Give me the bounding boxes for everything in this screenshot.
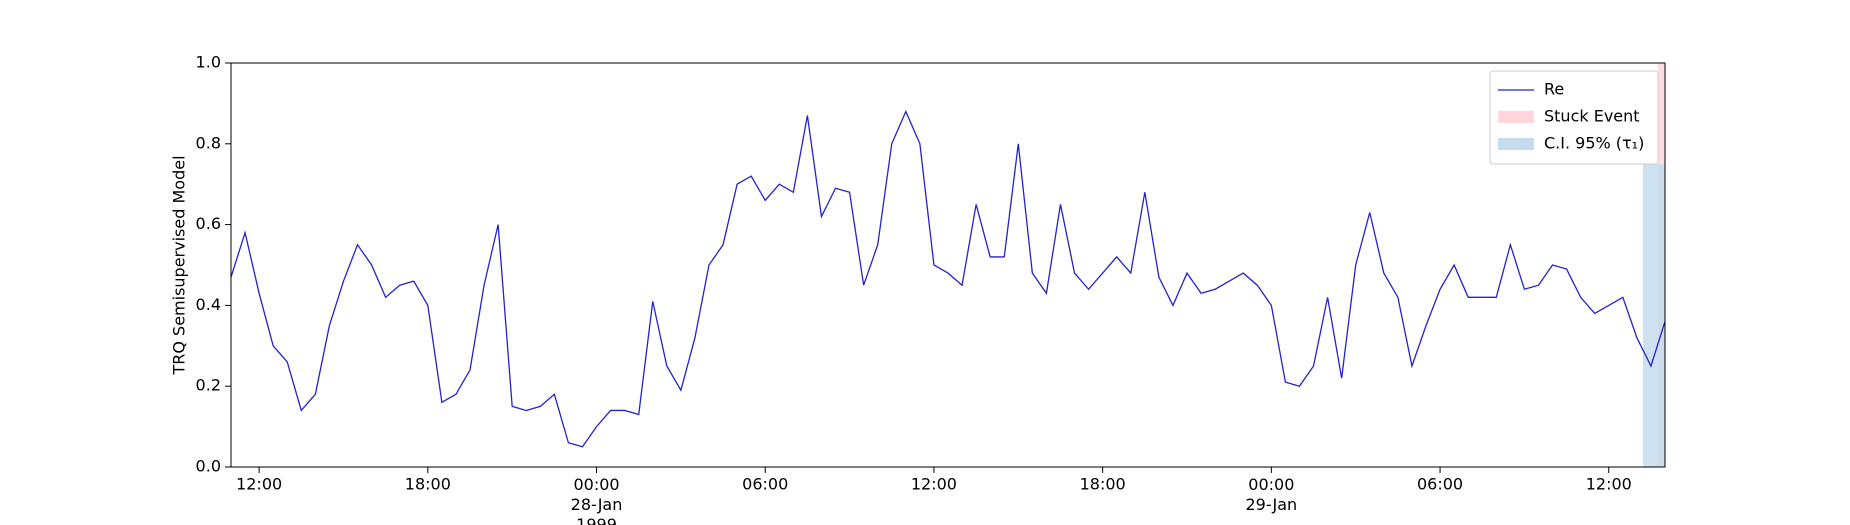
x-tick-label: 06:00 [1417, 475, 1463, 494]
y-tick-label: 0.4 [196, 295, 221, 314]
shaded-span [1642, 164, 1665, 467]
x-tick-label: 18:00 [1080, 475, 1126, 494]
y-tick-label: 0.0 [196, 457, 221, 476]
y-tick-label: 1.0 [196, 53, 221, 72]
x-tick-label: 12:00 [1586, 475, 1632, 494]
x-tick-label: 18:00 [405, 475, 451, 494]
legend-label: Re [1544, 80, 1564, 99]
plot-frame [230, 62, 1666, 468]
x-tick-label: 12:00 [911, 475, 957, 494]
legend-label: C.I. 95% (τ₁) [1544, 134, 1644, 153]
x-tick-label: 00:00 28-Jan 1999 [571, 475, 623, 525]
y-axis-label: TRQ Semisupervised Model [170, 155, 189, 375]
legend-patch [1498, 111, 1534, 123]
x-tick-label: 00:00 29-Jan [1246, 475, 1298, 514]
y-tick-label: 0.2 [196, 376, 221, 395]
x-tick-label: 06:00 [742, 475, 788, 494]
legend-label: Stuck Event [1544, 107, 1640, 126]
y-tick-label: 0.8 [196, 133, 221, 152]
x-tick-label: 12:00 [236, 475, 282, 494]
data-line [230, 109, 1666, 448]
legend-patch [1498, 138, 1534, 150]
y-tick-label: 0.6 [196, 214, 221, 233]
